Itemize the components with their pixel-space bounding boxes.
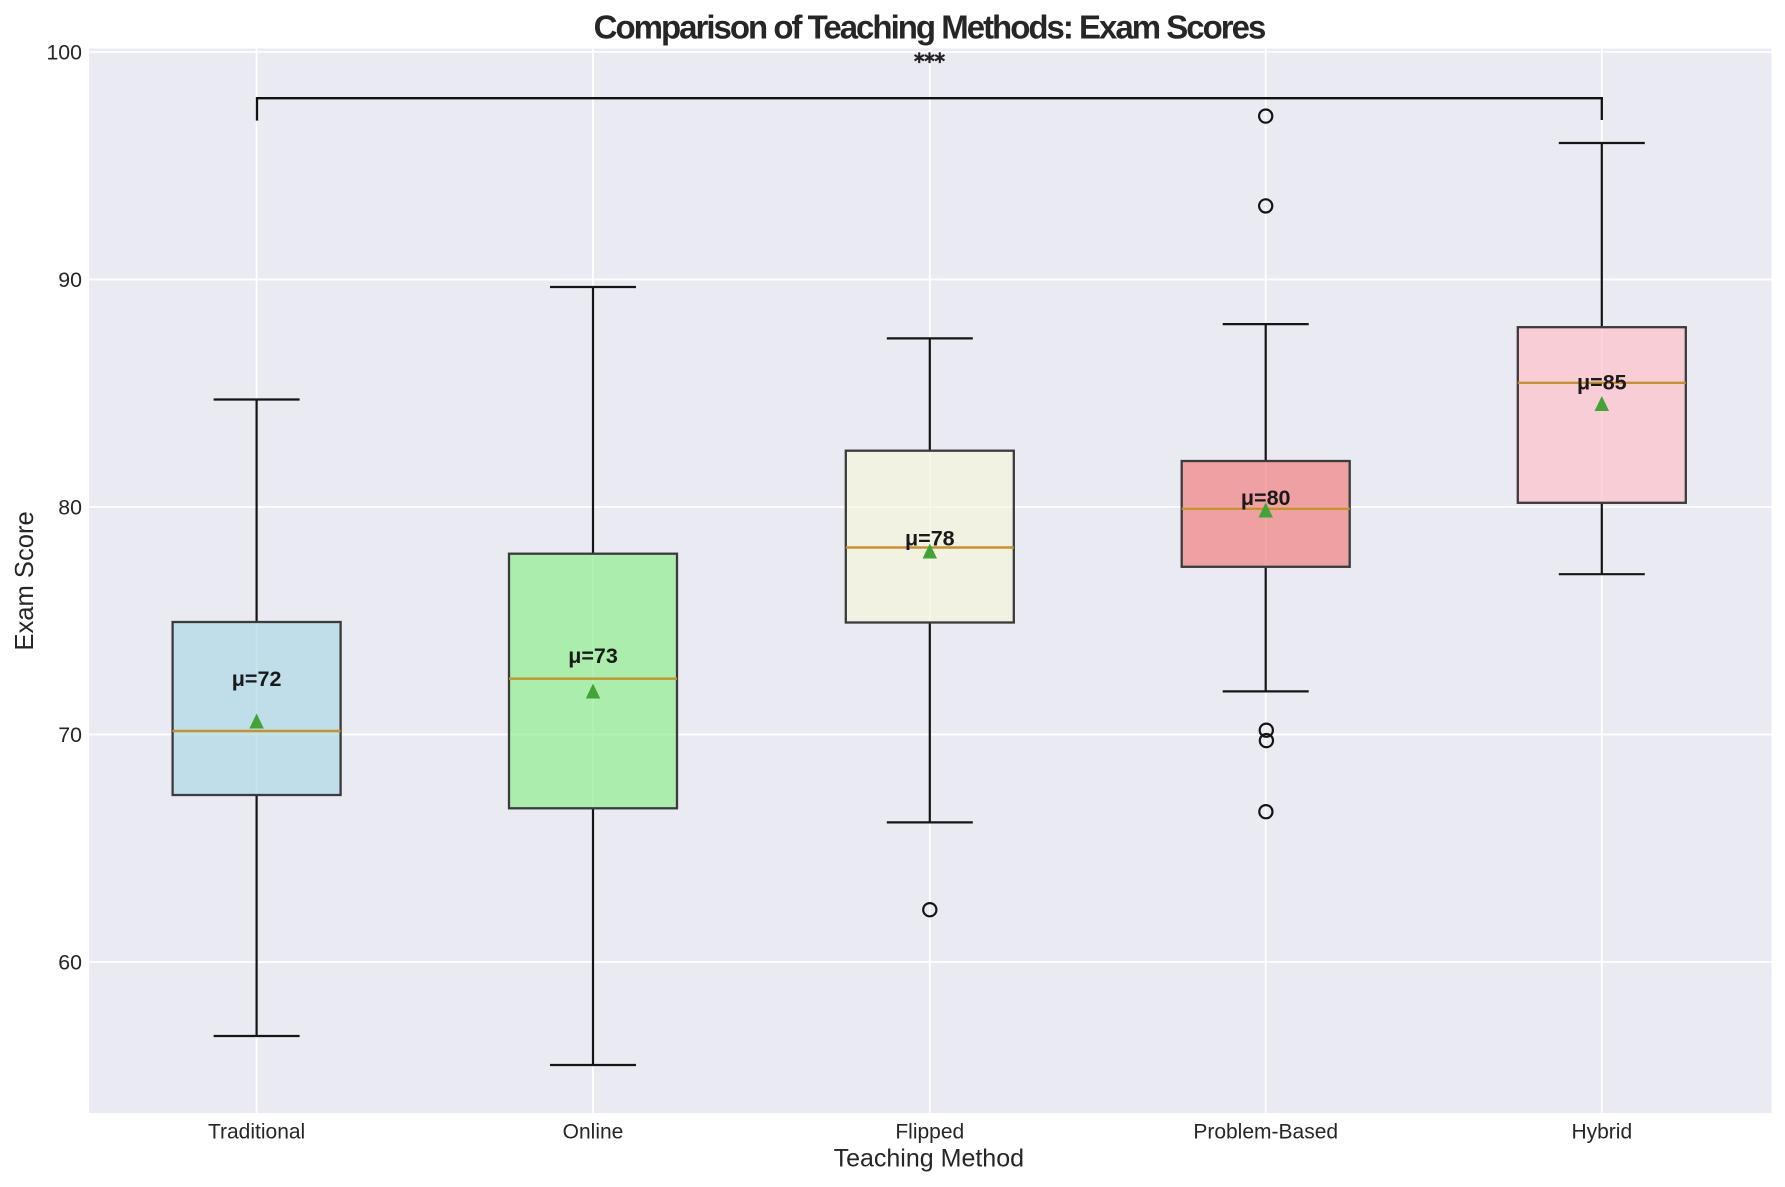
svg-text:μ=73: μ=73 — [568, 644, 618, 668]
svg-text:100: 100 — [46, 41, 82, 65]
svg-text:μ=80: μ=80 — [1241, 486, 1291, 510]
svg-text:Teaching Method: Teaching Method — [834, 1145, 1024, 1173]
svg-text:Comparison of Teaching Methods: Comparison of Teaching Methods: Exam Sco… — [594, 9, 1265, 46]
svg-text:μ=72: μ=72 — [232, 667, 282, 691]
svg-text:μ=78: μ=78 — [905, 527, 955, 551]
svg-text:Online: Online — [563, 1121, 624, 1144]
svg-text:70: 70 — [58, 723, 82, 747]
svg-text:90: 90 — [58, 268, 82, 292]
svg-text:Exam Score: Exam Score — [11, 511, 39, 650]
svg-text:Traditional: Traditional — [208, 1121, 305, 1144]
svg-text:80: 80 — [58, 496, 82, 520]
svg-text:60: 60 — [58, 951, 82, 975]
svg-text:Flipped: Flipped — [895, 1121, 964, 1144]
svg-text:μ=85: μ=85 — [1577, 371, 1627, 395]
svg-text:Problem-Based: Problem-Based — [1193, 1121, 1338, 1144]
svg-text:Hybrid: Hybrid — [1571, 1121, 1632, 1144]
